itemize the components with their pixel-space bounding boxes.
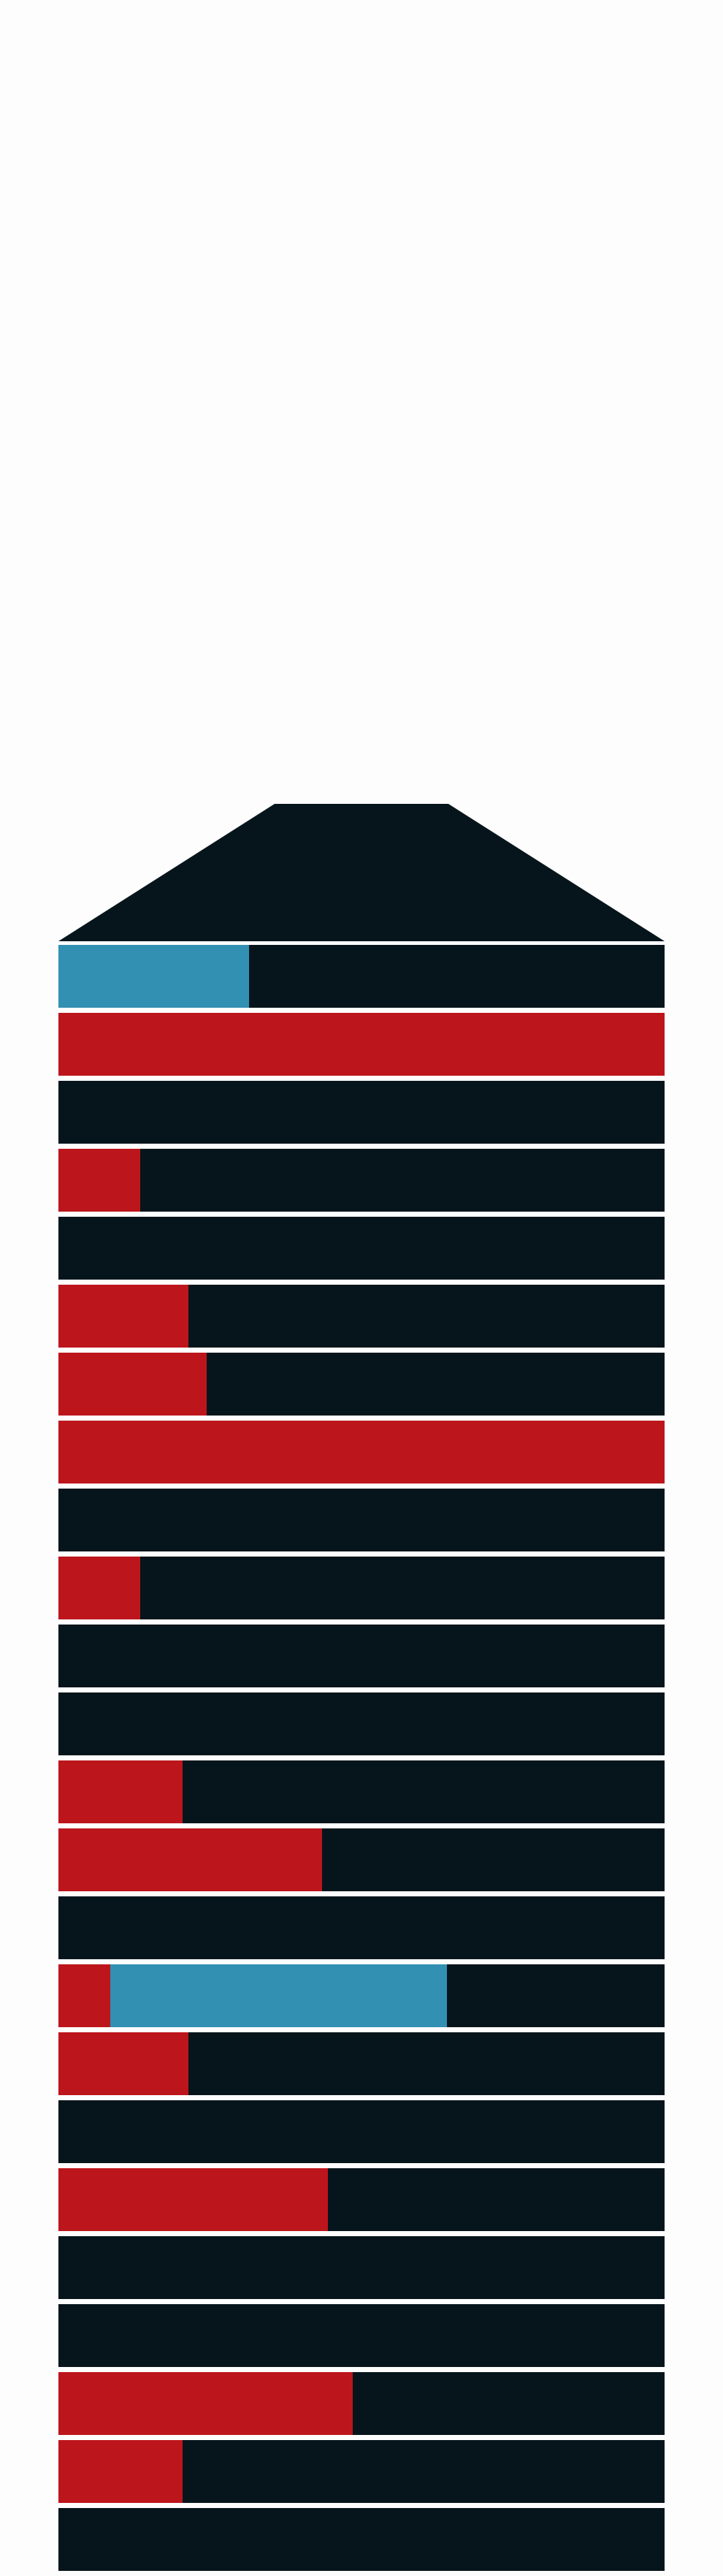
floor-18 bbox=[58, 1353, 665, 1416]
floor-segment-blue bbox=[110, 1964, 447, 2027]
floor-11 bbox=[58, 1828, 665, 1891]
floor-21 bbox=[58, 1149, 665, 1212]
floor-2 bbox=[58, 2440, 665, 2503]
floor-23 bbox=[58, 1013, 665, 1076]
tower-floors bbox=[58, 945, 665, 2576]
tower-roof bbox=[58, 804, 665, 941]
floor-segment-red bbox=[58, 1760, 183, 1823]
floor-segment-red bbox=[58, 1828, 322, 1891]
floor-12 bbox=[58, 1760, 665, 1823]
floor-6 bbox=[58, 2168, 665, 2231]
floor-24 bbox=[58, 945, 665, 1008]
floor-15 bbox=[58, 1557, 665, 1619]
floor-16 bbox=[58, 1489, 665, 1551]
floor-17 bbox=[58, 1421, 665, 1483]
floor-7 bbox=[58, 2100, 665, 2163]
floor-segment-red bbox=[58, 1964, 110, 2027]
floor-8 bbox=[58, 2032, 665, 2095]
floor-19 bbox=[58, 1285, 665, 1348]
floor-segment-red bbox=[58, 1557, 140, 1619]
floor-segment-red bbox=[58, 1285, 188, 1348]
floor-14 bbox=[58, 1625, 665, 1687]
floor-22 bbox=[58, 1081, 665, 1144]
floor-segment-red bbox=[58, 2440, 183, 2503]
floor-13 bbox=[58, 1692, 665, 1755]
floor-segment-red bbox=[58, 1353, 207, 1416]
floor-segment-red bbox=[58, 2372, 353, 2435]
floor-segment-red bbox=[58, 2032, 188, 2095]
tower-graphic bbox=[58, 804, 665, 2571]
floor-segment-red bbox=[58, 1421, 665, 1483]
floor-10 bbox=[58, 1896, 665, 1959]
floor-5 bbox=[58, 2236, 665, 2299]
floor-9 bbox=[58, 1964, 665, 2027]
floor-segment-blue bbox=[58, 945, 249, 1008]
floor-4 bbox=[58, 2304, 665, 2367]
floor-3 bbox=[58, 2372, 665, 2435]
floor-segment-red bbox=[58, 1013, 665, 1076]
floor-20 bbox=[58, 1217, 665, 1280]
floor-segment-red bbox=[58, 2168, 328, 2231]
floor-1 bbox=[58, 2508, 665, 2571]
floor-segment-red bbox=[58, 1149, 140, 1212]
